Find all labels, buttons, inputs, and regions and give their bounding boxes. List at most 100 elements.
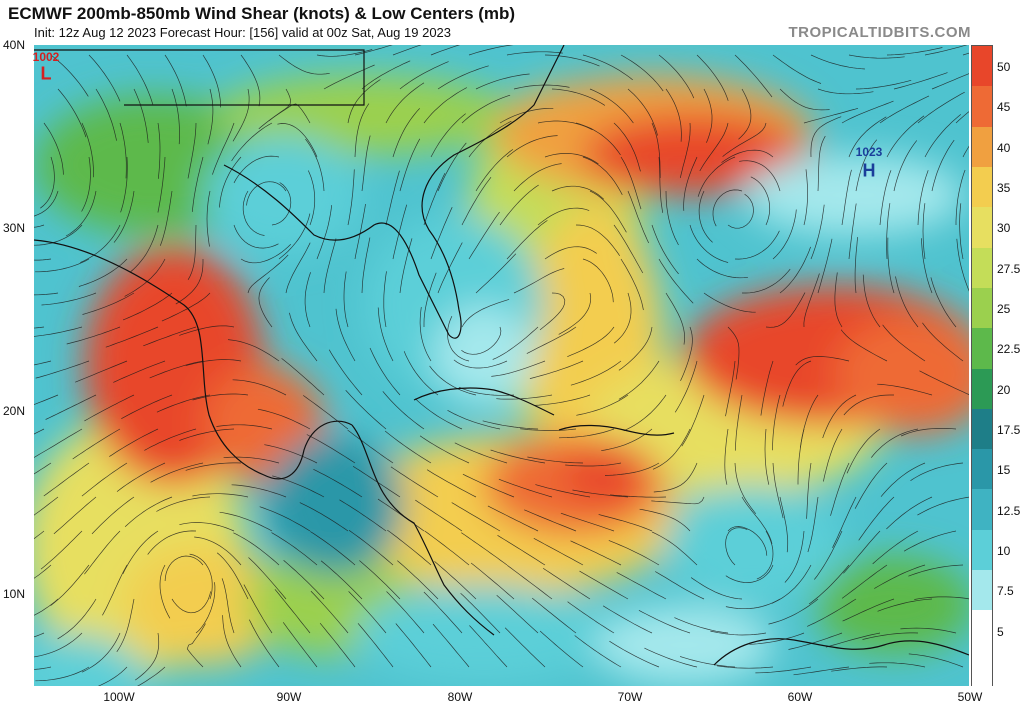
streamline [116, 598, 135, 652]
streamline [397, 560, 439, 600]
streamline [739, 160, 781, 192]
streamline [159, 190, 173, 246]
streamline [34, 666, 52, 670]
streamline [34, 564, 52, 579]
streamline [161, 292, 211, 322]
streamline [576, 394, 629, 416]
lat-label-30n: 30N [3, 221, 26, 235]
streamlines [34, 45, 969, 686]
streamline [34, 394, 59, 405]
streamline [264, 444, 318, 464]
streamline [81, 156, 91, 212]
streamline [34, 496, 59, 516]
streamline [257, 408, 311, 430]
streamline [113, 190, 135, 243]
streamline [623, 394, 667, 432]
streamline [352, 466, 401, 498]
streamline [604, 462, 660, 476]
colorbar-segment [972, 408, 992, 450]
streamline [803, 107, 859, 124]
streamline [955, 111, 969, 124]
streamline [840, 329, 888, 362]
streamline [34, 224, 83, 246]
streamline [504, 627, 546, 668]
streamline [582, 156, 623, 195]
streamline [57, 598, 97, 640]
coastline [558, 424, 675, 436]
streamline [492, 326, 539, 360]
streamline [385, 170, 400, 226]
streamline [302, 395, 349, 430]
streamline [419, 307, 432, 362]
streamline [395, 623, 432, 668]
streamline [347, 429, 394, 464]
streamline [185, 359, 242, 367]
streamline [242, 190, 265, 236]
streamline [908, 653, 964, 668]
streamline [84, 394, 135, 422]
streamline [222, 615, 242, 668]
streamline [460, 592, 501, 634]
streamline [316, 205, 332, 260]
streamline [772, 394, 781, 451]
colorbar-label: 20 [997, 382, 1011, 397]
streamline [651, 224, 679, 275]
streamline [285, 242, 311, 294]
streamline [825, 632, 881, 648]
lat-label-10n: 10N [3, 587, 26, 601]
streamline [613, 224, 644, 274]
streamline [834, 272, 843, 328]
streamline [627, 88, 658, 136]
streamline [369, 347, 401, 396]
streamline [323, 64, 375, 90]
streamline [788, 632, 843, 650]
streamline [779, 496, 789, 553]
streamline [496, 394, 553, 400]
streamline [313, 468, 363, 498]
wind-shear-map [34, 45, 969, 686]
streamline [91, 496, 135, 535]
streamline [727, 526, 768, 556]
streamline [289, 312, 318, 362]
coastline [413, 387, 555, 416]
streamline [185, 462, 242, 471]
streamline [543, 568, 591, 600]
streamline [57, 88, 87, 138]
streamline [807, 496, 819, 553]
streamline [34, 326, 83, 337]
coastlines [34, 45, 969, 666]
streamline [102, 564, 128, 616]
coastline [34, 239, 353, 480]
streamline [872, 530, 919, 565]
streamline [886, 203, 891, 260]
streamline [122, 292, 173, 321]
colorbar-label: 22.5 [997, 342, 1021, 357]
lon-label-60w: 60W [787, 690, 813, 704]
streamline [43, 122, 64, 175]
lat-label-20n: 20N [3, 404, 26, 418]
streamline [192, 493, 249, 498]
streamline [274, 589, 311, 634]
streamline [531, 597, 577, 634]
streamline [558, 428, 615, 439]
streamline [598, 514, 653, 532]
streamline [855, 139, 878, 192]
streamline [430, 45, 461, 56]
streamline [415, 398, 463, 430]
coastline [34, 49, 365, 106]
colorbar-segment [972, 46, 992, 87]
streamline [734, 54, 773, 98]
streamline [848, 203, 857, 260]
streamline [35, 360, 90, 379]
streamline [893, 72, 948, 90]
streamline [216, 552, 249, 600]
streamline [434, 561, 477, 600]
streamline [212, 122, 235, 175]
streamline [959, 203, 964, 260]
streamline [771, 564, 812, 604]
streamline [468, 211, 500, 260]
streamline [665, 88, 682, 142]
low-center-value: 1002 [32, 50, 60, 64]
streamline [385, 82, 425, 124]
streamline [506, 565, 553, 600]
